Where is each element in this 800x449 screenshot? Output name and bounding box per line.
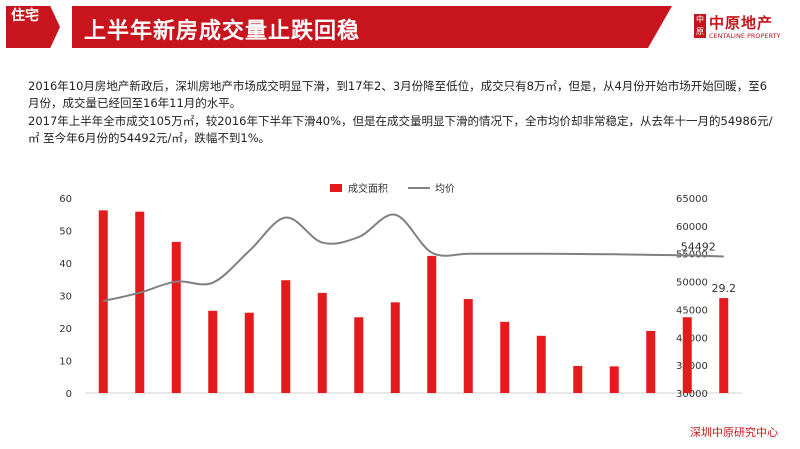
bar-1703 xyxy=(609,366,619,393)
y-right-tick-label: 60000 xyxy=(676,222,708,233)
section-tag-label: 住宅 xyxy=(11,8,39,24)
y-left-tick-label: 30 xyxy=(59,292,72,303)
x-tick-label: 1607 xyxy=(310,399,335,400)
x-tick-label: 1612 xyxy=(492,399,517,400)
x-tick-label: 1608 xyxy=(346,399,371,400)
x-tick-label: 1601 xyxy=(91,399,116,400)
x-tick-label: 1604 xyxy=(200,399,225,400)
header: 住宅 上半年新房成交量止跌回稳 中原 中原地产 CENTALINE PROPER… xyxy=(0,0,800,56)
y-right-tick-label: 45000 xyxy=(676,305,708,316)
x-tick-label: 1703 xyxy=(602,399,627,400)
logo-english-name: CENTALINE PROPERTY xyxy=(709,32,781,40)
bar-1611 xyxy=(463,299,473,393)
x-tick-label: 1704 xyxy=(638,399,663,400)
footer-source: 深圳中原研究中心 xyxy=(690,426,778,439)
price-line xyxy=(103,213,724,303)
x-tick-label: 1610 xyxy=(419,399,444,400)
bar-1606 xyxy=(281,280,291,393)
y-left-tick-label: 40 xyxy=(59,259,72,270)
bar-1608 xyxy=(354,317,364,393)
bar-1612 xyxy=(500,321,510,393)
y-left-tick-label: 60 xyxy=(59,194,72,205)
bar-1602 xyxy=(135,211,145,393)
x-tick-label: 1702 xyxy=(565,399,590,400)
y-left-tick-label: 0 xyxy=(66,389,72,400)
combo-chart: 成交面积 均价 0 10 20 30 40 50 60 30000 35000 40000 45000 5… xyxy=(59,182,742,400)
annotation-bar-label: 29.2 xyxy=(712,282,737,295)
y-right-tick-label: 50000 xyxy=(676,278,708,289)
page-title: 上半年新房成交量止跌回稳 xyxy=(84,19,361,44)
x-tick-label: 1706 xyxy=(711,399,736,400)
title-bar xyxy=(72,6,672,48)
y-left-tick-label: 50 xyxy=(59,227,72,238)
bar-1610 xyxy=(427,255,437,393)
x-tick-label: 1603 xyxy=(164,399,189,400)
bar-1704 xyxy=(646,330,656,393)
x-tick-label: 1611 xyxy=(456,399,481,400)
bar-1607 xyxy=(317,292,327,393)
bar-1603 xyxy=(171,241,181,393)
y-right-tick-label: 65000 xyxy=(676,194,708,205)
y-left-tick-label: 10 xyxy=(59,357,72,368)
legend-swatch-bar xyxy=(330,184,342,192)
paragraph-1: 2016年10月房地产新政后，深圳房地产市场成交明显下滑，到17年2、3月份降至… xyxy=(28,79,768,110)
y-right-tick-label: 40000 xyxy=(676,333,708,344)
paragraph-2: 2017年上半年全市成交105万㎡，较2016年下半年下滑40%，但是在成交量明… xyxy=(28,114,773,145)
section-tag xyxy=(6,6,60,48)
bar-1702 xyxy=(573,366,583,393)
y-right-tick-label: 30000 xyxy=(676,389,708,400)
bar-1701 xyxy=(536,335,546,393)
logo-mark: 中原 xyxy=(694,14,706,38)
x-tick-label: 1602 xyxy=(127,399,152,400)
legend-label-bar: 成交面积 xyxy=(348,182,388,195)
bar-1609 xyxy=(390,302,400,393)
annotation-price-label: 54492 xyxy=(681,241,716,254)
bar-1706 xyxy=(719,298,729,393)
bar-1604 xyxy=(208,310,218,393)
x-tick-label: 1606 xyxy=(273,399,298,400)
x-tick-label: 1605 xyxy=(237,399,262,400)
legend-label-line: 均价 xyxy=(435,183,455,195)
y-left-tick-label: 20 xyxy=(59,324,72,335)
logo-chinese-name: 中原地产 xyxy=(709,14,774,32)
y-right-tick-label: 35000 xyxy=(676,361,708,372)
bar-1601 xyxy=(98,210,108,393)
x-tick-label: 1701 xyxy=(529,399,554,400)
x-tick-label: 1705 xyxy=(675,399,700,400)
x-tick-label: 1609 xyxy=(383,399,408,400)
bar-1605 xyxy=(244,312,254,393)
bar-1705 xyxy=(682,317,692,393)
brand-logo: 中原 中原地产 CENTALINE PROPERTY xyxy=(694,12,794,46)
